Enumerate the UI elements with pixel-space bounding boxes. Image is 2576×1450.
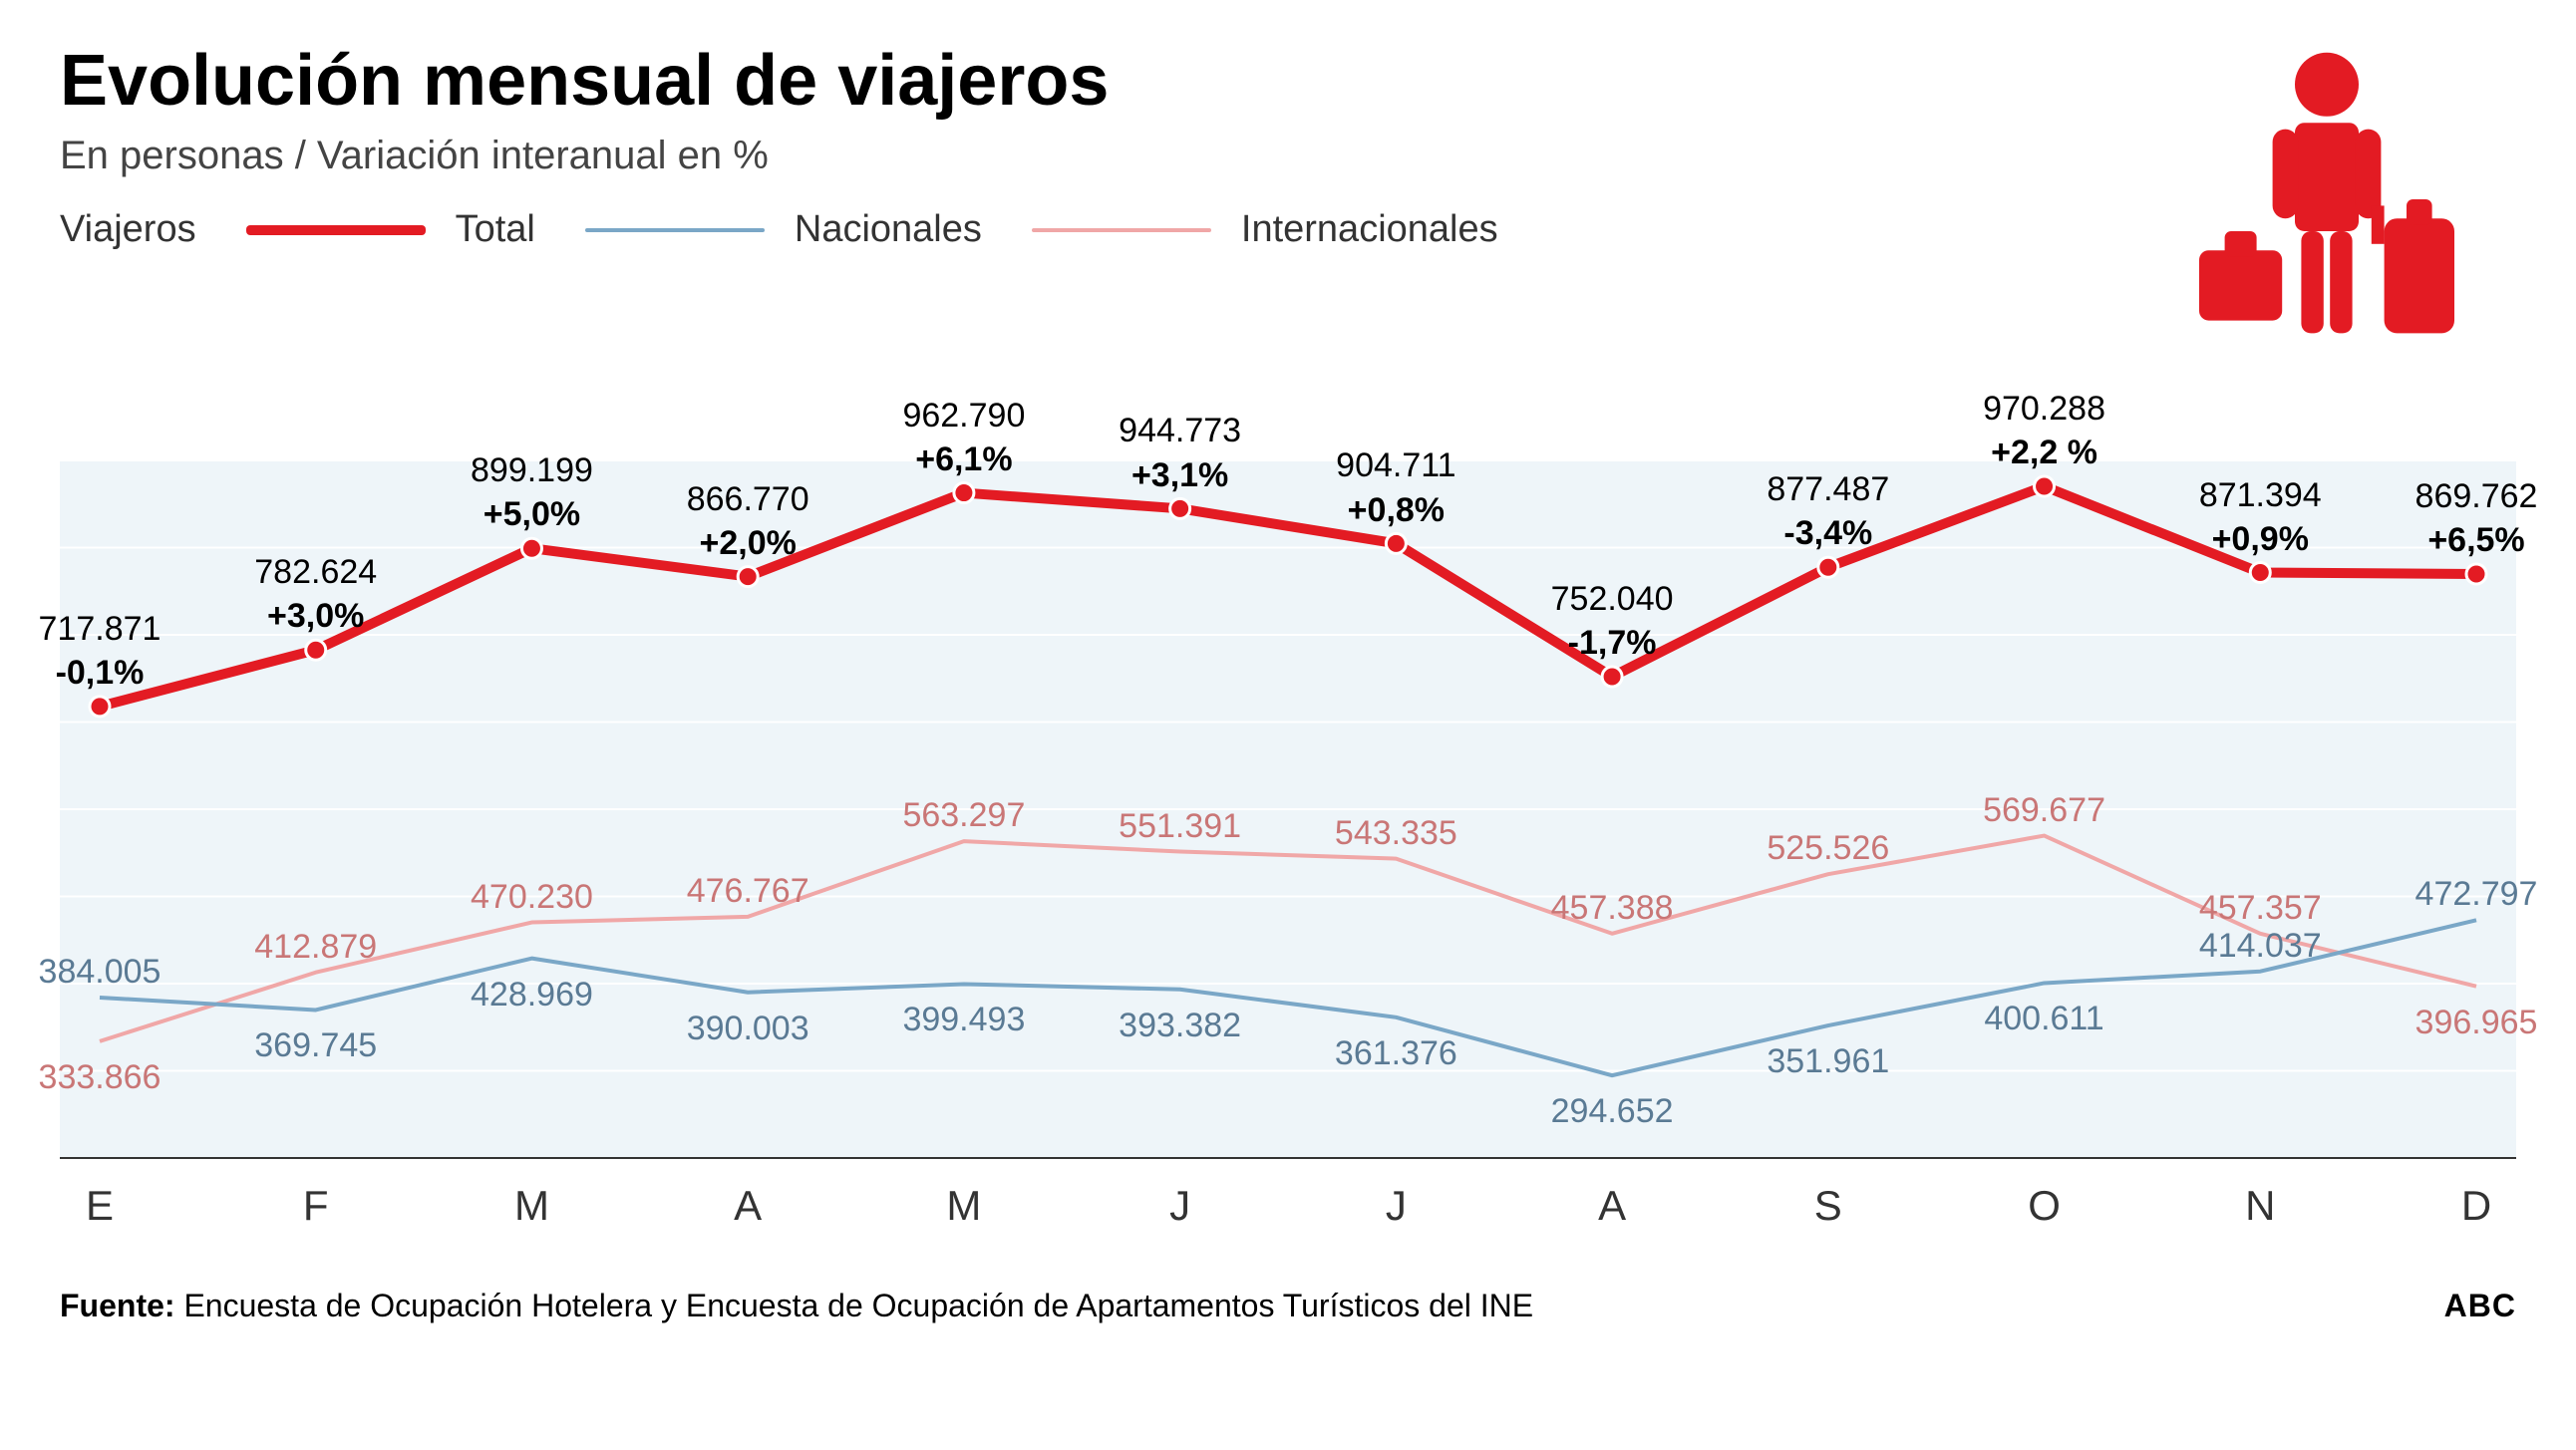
nacionales-label: 361.376 [1335, 1031, 1457, 1075]
total-label: 944.773+3,1% [1119, 409, 1241, 496]
nacionales-label: 351.961 [1767, 1039, 1889, 1083]
nacionales-label: 393.382 [1119, 1004, 1241, 1047]
footer: Fuente: Encuesta de Ocupación Hotelera y… [60, 1288, 2516, 1324]
legend-swatch-internacionales [1032, 228, 1211, 232]
month-label: E [86, 1182, 114, 1230]
nacionales-label: 414.037 [2199, 924, 2322, 968]
total-label: 877.487-3,4% [1767, 467, 1889, 555]
internacionales-label: 333.866 [39, 1055, 161, 1099]
internacionales-label: 470.230 [471, 875, 593, 919]
internacionales-label: 543.335 [1335, 811, 1457, 855]
chart-subtitle: En personas / Variación interanual en % [60, 134, 2516, 178]
nacionales-label: 472.797 [2415, 872, 2538, 916]
legend: Viajeros Total Nacionales Internacionale… [60, 208, 2516, 251]
total-label: 904.711+0,8% [1336, 443, 1455, 531]
internacionales-label: 457.357 [2199, 886, 2322, 930]
internacionales-label: 525.526 [1767, 826, 1889, 870]
month-label: N [2245, 1182, 2275, 1230]
legend-label-internacionales: Internacionales [1241, 208, 1498, 251]
publisher-logo: ABC [2444, 1288, 2516, 1324]
legend-item-total: Total [246, 208, 535, 251]
total-label: 871.394+0,9% [2199, 473, 2322, 561]
nacionales-label: 294.652 [1551, 1089, 1674, 1133]
total-label: 752.040-1,7% [1551, 577, 1674, 665]
source: Fuente: Encuesta de Ocupación Hotelera y… [60, 1288, 1533, 1324]
month-label: D [2461, 1182, 2491, 1230]
month-label: A [734, 1182, 762, 1230]
source-text: Encuesta de Ocupación Hotelera y Encuest… [183, 1288, 1533, 1323]
internacionales-label: 551.391 [1119, 804, 1241, 848]
month-label: J [1386, 1182, 1407, 1230]
nacionales-label: 399.493 [902, 998, 1025, 1041]
total-label: 962.790+6,1% [902, 394, 1025, 481]
legend-label-total: Total [456, 208, 535, 251]
internacionales-label: 457.388 [1551, 886, 1674, 930]
month-label: M [946, 1182, 981, 1230]
internacionales-label: 412.879 [254, 925, 377, 969]
total-label: 970.288+2,2 % [1983, 387, 2105, 474]
internacionales-label: 563.297 [902, 793, 1025, 837]
legend-label-nacionales: Nacionales [795, 208, 982, 251]
internacionales-label: 396.965 [2415, 1001, 2538, 1044]
chart-svg [60, 271, 2516, 1268]
nacionales-label: 400.611 [1984, 997, 2103, 1040]
month-label: A [1598, 1182, 1626, 1230]
nacionales-label: 390.003 [687, 1007, 809, 1050]
internacionales-label: 569.677 [1983, 788, 2105, 832]
legend-swatch-total [246, 225, 426, 235]
month-label: F [303, 1182, 329, 1230]
month-label: S [1814, 1182, 1842, 1230]
legend-title: Viajeros [60, 208, 196, 251]
legend-item-nacionales: Nacionales [585, 208, 982, 251]
month-label: O [2028, 1182, 2061, 1230]
month-label: J [1169, 1182, 1190, 1230]
legend-item-internacionales: Internacionales [1032, 208, 1498, 251]
nacionales-label: 384.005 [39, 950, 161, 994]
internacionales-label: 476.767 [687, 869, 809, 913]
chart-container: Evolución mensual de viajeros En persona… [0, 0, 2576, 1450]
total-label: 869.762+6,5% [2415, 474, 2538, 562]
total-label: 717.871-0,1% [39, 607, 161, 695]
chart-area: EFMAMJJASOND717.871-0,1%782.624+3,0%899.… [60, 271, 2516, 1268]
traveler-icon [2167, 40, 2486, 359]
nacionales-label: 369.745 [254, 1023, 377, 1067]
month-label: M [514, 1182, 549, 1230]
total-label: 899.199+5,0% [471, 448, 593, 536]
legend-swatch-nacionales [585, 228, 765, 232]
total-label: 866.770+2,0% [687, 477, 809, 565]
nacionales-label: 428.969 [471, 973, 593, 1016]
source-label: Fuente: [60, 1288, 175, 1323]
chart-title: Evolución mensual de viajeros [60, 40, 2516, 122]
total-label: 782.624+3,0% [254, 550, 377, 638]
